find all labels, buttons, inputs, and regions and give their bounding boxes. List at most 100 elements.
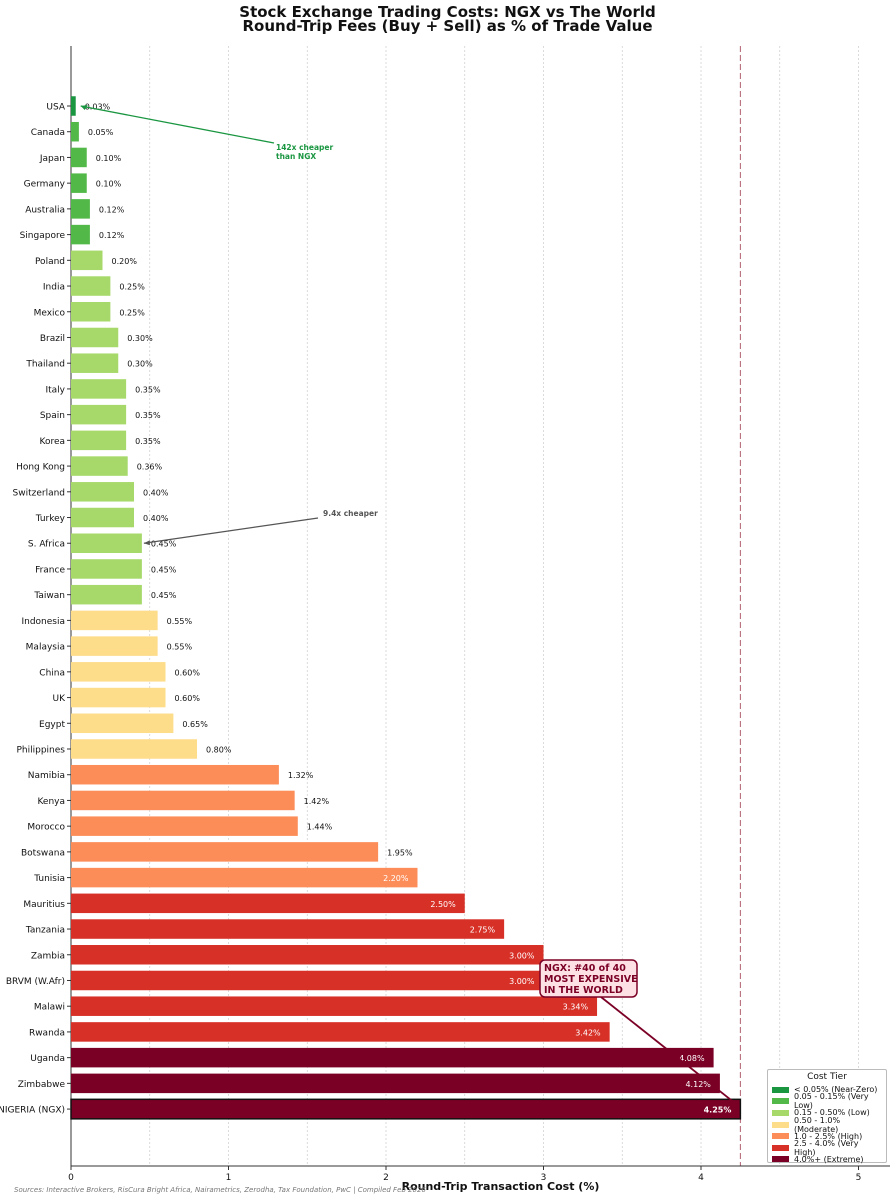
y-tick-label: Germany (24, 180, 66, 190)
legend-item: 0.15 - 0.50% (Low) (772, 1107, 882, 1119)
bar (71, 224, 90, 245)
legend-label: < 0.05% (Near-Zero) (794, 1085, 878, 1095)
y-tick-label: S. Africa (28, 540, 65, 550)
annotation-arrowhead (143, 540, 150, 546)
bar (71, 764, 279, 785)
y-tick-label: Tunisia (33, 874, 65, 884)
bar (71, 250, 103, 271)
y-tick-label: Malaysia (26, 643, 65, 653)
y-tick-label: Turkey (35, 514, 66, 524)
annotation-arrowhead (80, 105, 88, 110)
annotation-arrow (143, 517, 319, 544)
bar (71, 610, 158, 631)
data-label: 0.36% (137, 463, 163, 472)
legend-title: Cost Tier (807, 1072, 847, 1082)
y-tick-label: Spain (40, 411, 65, 421)
annotation-arrow (600, 996, 733, 1102)
chart-title-line2: Round-Trip Fees (Buy + Sell) as % of Tra… (242, 17, 653, 35)
bar (71, 584, 142, 605)
legend-item: 0.05 - 0.15% (Very Low) (772, 1092, 882, 1110)
y-tick-label: Hong Kong (16, 463, 65, 473)
data-label: 2.20% (383, 874, 409, 883)
data-label: 0.30% (127, 360, 153, 369)
data-label: 0.65% (182, 720, 208, 729)
data-label: 1.95% (387, 848, 413, 857)
x-axis-label: Round-Trip Transaction Cost (%) (402, 1180, 600, 1193)
legend-swatch (772, 1109, 789, 1116)
bar (71, 533, 142, 553)
data-label: 0.40% (143, 514, 169, 523)
data-label: 0.45% (151, 540, 177, 549)
y-tick-label: Tanzania (25, 926, 65, 936)
data-label: 0.35% (135, 411, 161, 420)
bar (71, 687, 166, 708)
data-label: 0.35% (135, 385, 161, 394)
bar (71, 147, 87, 168)
x-tick-label: 4 (698, 1173, 704, 1183)
legend-swatch (772, 1086, 789, 1093)
bar (71, 404, 127, 425)
y-tick-label: Switzerland (13, 488, 66, 498)
bar (71, 739, 197, 759)
y-tick-label: Zambia (31, 951, 65, 961)
y-tick-label: Rwanda (29, 1028, 65, 1038)
annotation-text: MOST EXPENSIVE (544, 974, 638, 985)
bar (71, 713, 174, 734)
bar (71, 1022, 610, 1042)
bar (71, 919, 505, 939)
data-label: 0.12% (99, 231, 125, 240)
legend-item: < 0.05% (Near-Zero) (772, 1084, 882, 1096)
data-label: 0.40% (143, 488, 169, 497)
legend-swatch (772, 1133, 789, 1140)
bar (71, 970, 544, 991)
data-label: 0.25% (119, 308, 145, 317)
y-tick-label: Mexico (34, 308, 66, 318)
bar (71, 121, 79, 142)
data-label: 0.10% (96, 180, 122, 189)
data-label: 1.42% (304, 797, 330, 806)
bar (71, 636, 158, 656)
legend-item: 4.0%+ (Extreme) (772, 1154, 882, 1166)
annotation-text: 9.4x cheaper (323, 509, 378, 518)
annotation-text: NGX: #40 of 40 (544, 963, 626, 974)
y-tick-label: Australia (25, 205, 65, 215)
bar (71, 199, 90, 219)
x-tick-label: 0 (68, 1173, 74, 1183)
x-tick-label: 2 (383, 1173, 389, 1183)
y-tick-label: Canada (31, 128, 65, 138)
bar (71, 173, 87, 193)
bar (71, 867, 418, 888)
data-label: 0.60% (175, 668, 201, 677)
bar (71, 302, 111, 322)
data-label: 3.00% (509, 977, 535, 986)
bar (71, 327, 119, 348)
annotation-text: IN THE WORLD (544, 985, 623, 996)
bar (71, 379, 127, 399)
annotation-text: than NGX (276, 152, 316, 161)
data-label: 2.50% (430, 900, 456, 909)
y-tick-label: Morocco (27, 823, 65, 833)
y-tick-label: Thailand (25, 360, 65, 370)
y-tick-label: Taiwan (33, 591, 65, 601)
data-label: 1.44% (307, 823, 333, 832)
data-label: 4.25% (704, 1106, 732, 1115)
data-label: 0.12% (99, 205, 125, 214)
data-label: 4.12% (685, 1080, 711, 1089)
footnote: Sources: Interactive Brokers, RisCura Br… (14, 1186, 426, 1194)
y-tick-label: India (43, 283, 65, 293)
bar (71, 96, 76, 116)
y-tick-label: Egypt (39, 720, 65, 730)
y-tick-label: Italy (45, 385, 65, 395)
bar (71, 662, 166, 682)
y-tick-label: USA (46, 103, 65, 113)
annotation-box (539, 959, 638, 998)
bar (71, 790, 295, 811)
bar (71, 842, 379, 862)
bar (71, 1073, 720, 1094)
data-label: 0.20% (112, 257, 138, 266)
data-label: 0.03% (85, 103, 111, 112)
bar (71, 430, 127, 451)
y-tick-label: Namibia (28, 771, 65, 781)
data-label: 0.80% (206, 746, 232, 755)
